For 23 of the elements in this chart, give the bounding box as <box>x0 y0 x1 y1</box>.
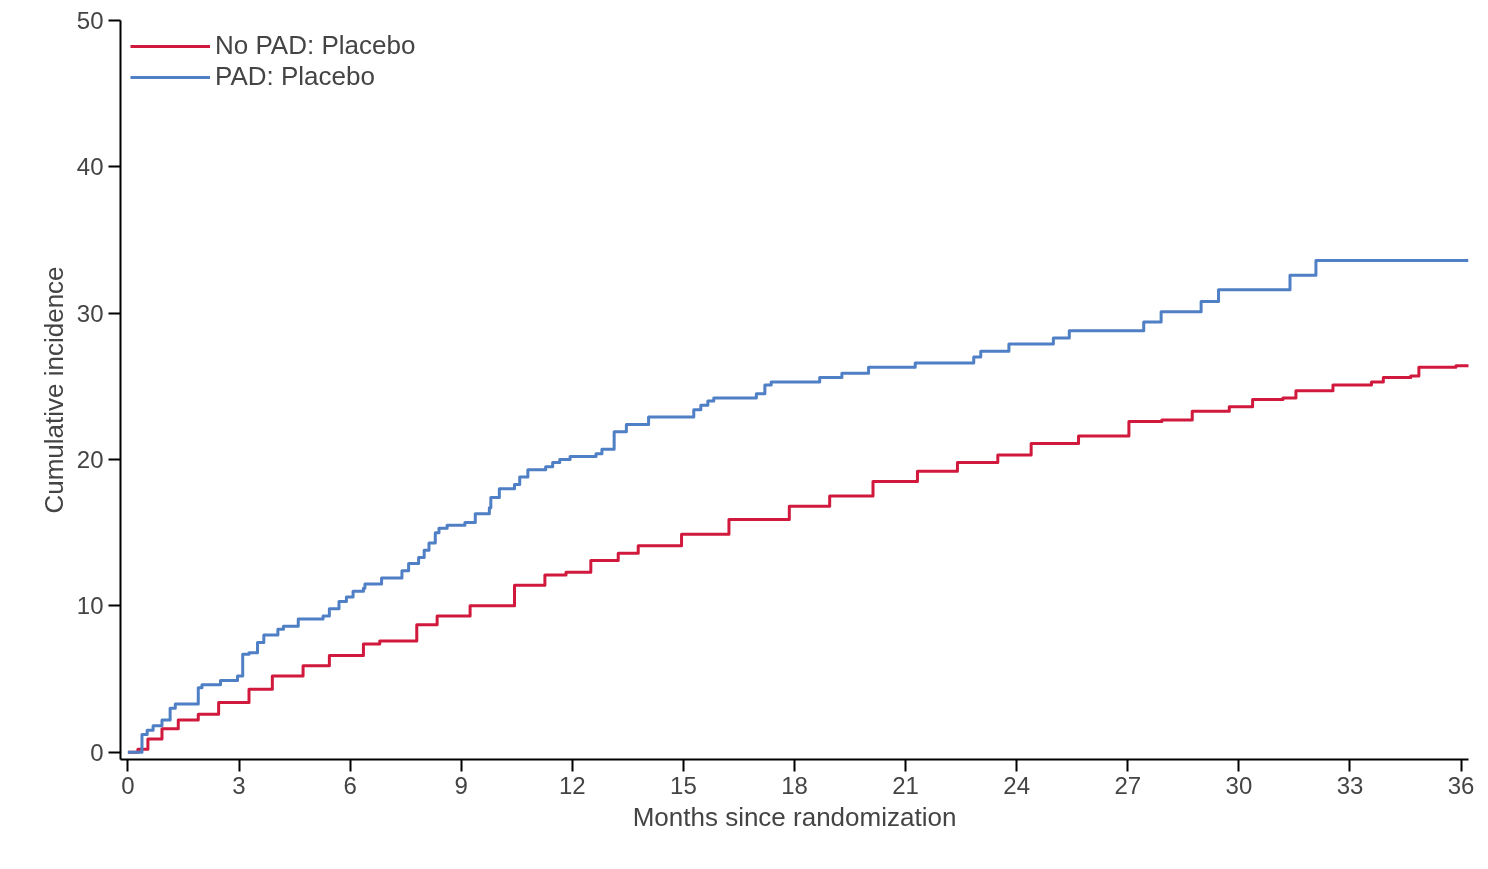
x-tick-label: 3 <box>232 771 246 799</box>
x-tick-label: 9 <box>454 771 468 799</box>
y-tick-label: 30 <box>76 299 104 327</box>
y-tick-label: 10 <box>76 592 104 620</box>
legend-label: No PAD: Placebo <box>215 30 416 61</box>
x-tick-label: 24 <box>1003 771 1031 799</box>
x-tick-label: 18 <box>781 771 808 799</box>
y-axis-title: Cumulative incidence <box>38 266 69 514</box>
y-tick-label: 20 <box>76 446 104 474</box>
x-tick-label: 33 <box>1336 771 1364 799</box>
x-tick-label: 12 <box>558 771 586 799</box>
x-axis-title: Months since randomization <box>632 801 957 832</box>
x-tick-label: 30 <box>1225 771 1253 799</box>
x-tick-label: 36 <box>1447 771 1475 799</box>
legend-label: PAD: Placebo <box>215 61 375 92</box>
y-tick-label: 50 <box>76 7 104 34</box>
y-tick-label: 0 <box>90 738 104 766</box>
x-tick-label: 21 <box>892 771 919 799</box>
x-tick-label: 27 <box>1114 771 1142 799</box>
y-tick-label: 40 <box>76 153 104 181</box>
x-tick-label: 0 <box>121 771 135 799</box>
x-tick-label: 15 <box>670 771 697 799</box>
x-tick-label: 6 <box>343 771 357 799</box>
